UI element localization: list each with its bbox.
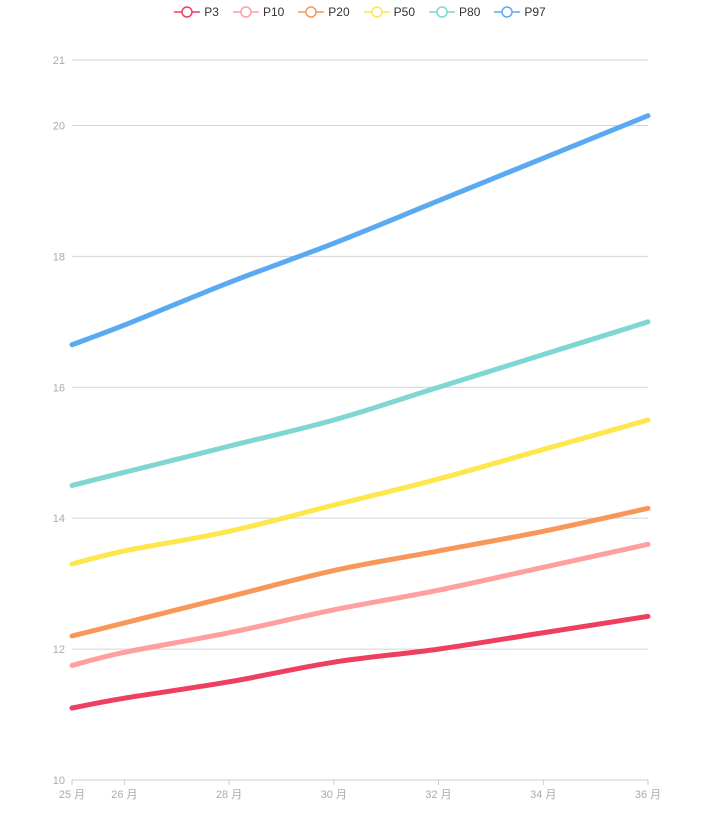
legend-label: P10 (262, 5, 285, 19)
y-tick-label: 10 (53, 775, 65, 787)
legend-item-p80[interactable]: P80 (429, 5, 480, 19)
axes: 10 12 14 16 18 20 21 25 月 26 月 28 月 30 月 32 月 34 月 36… (53, 55, 661, 801)
legend-symbol-icon (298, 6, 325, 18)
series-line-p20 (69, 505, 651, 639)
x-tick-label: 26 月 (111, 789, 137, 801)
series-lines (69, 113, 651, 711)
legend-item-p3[interactable]: P3 (174, 5, 219, 19)
x-tick-label: 32 月 (425, 789, 451, 801)
x-tick-label: 34 月 (530, 789, 556, 801)
y-tick-label: 21 (53, 55, 65, 67)
legend-symbol-icon (494, 6, 521, 18)
series-line-p3 (69, 613, 651, 711)
legend-symbol-icon (232, 6, 259, 18)
legend-label: P3 (204, 5, 219, 19)
chart-legend: P3 P10 P20 P50 P80 P97 (0, 3, 720, 21)
legend-label: P80 (459, 5, 481, 19)
legend-symbol-icon (174, 6, 201, 18)
legend-item-p20[interactable]: P20 (298, 5, 350, 19)
x-tick-label: 25 月 (59, 789, 85, 801)
legend-label: P97 (524, 5, 546, 19)
legend-item-p97[interactable]: P97 (494, 5, 546, 19)
legend-item-p50[interactable]: P50 (363, 5, 416, 19)
series-line-p97 (69, 113, 651, 348)
legend-label: P50 (393, 5, 416, 19)
series-line-p10 (69, 541, 651, 668)
y-tick-label: 12 (53, 644, 65, 656)
x-tick-label: 30 月 (321, 789, 347, 801)
y-tick-label: 14 (53, 513, 65, 525)
series-line-p50 (69, 417, 651, 567)
grid-lines (72, 59, 648, 650)
legend-item-p10[interactable]: P10 (232, 5, 285, 19)
series-line-p80 (69, 319, 651, 488)
legend-symbol-icon (429, 6, 456, 18)
y-tick-label: 16 (53, 382, 65, 394)
legend-label: P20 (328, 5, 350, 19)
y-tick-label: 18 (53, 251, 65, 263)
x-tick-label: 28 月 (216, 789, 242, 801)
legend-symbol-icon (363, 6, 390, 18)
x-tick-label: 36 月 (635, 789, 661, 801)
y-tick-label: 20 (53, 120, 65, 132)
